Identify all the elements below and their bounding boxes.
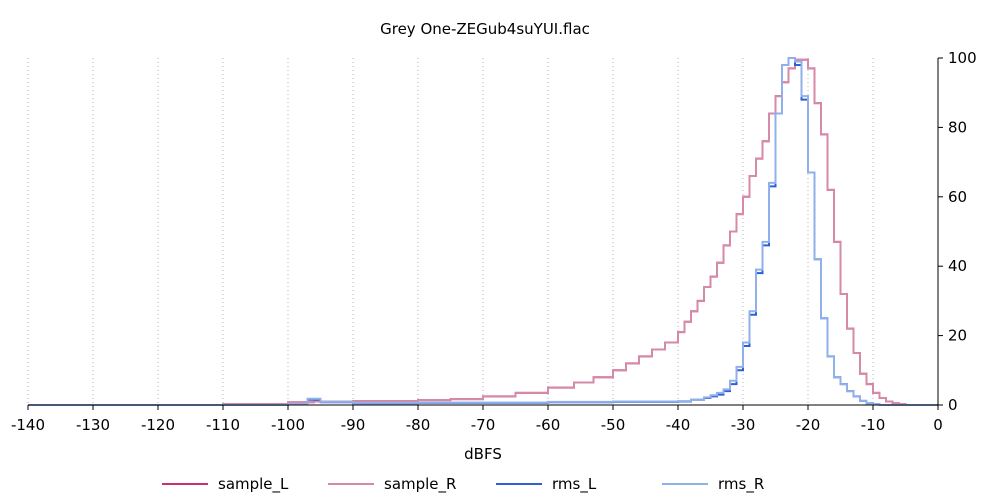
legend-swatch xyxy=(162,483,208,485)
grid-layer xyxy=(27,58,939,405)
y-tick-label: 80 xyxy=(948,118,967,136)
x-tick-label: 0 xyxy=(933,416,943,434)
x-tick-label: -70 xyxy=(471,416,496,434)
x-tick-label: -100 xyxy=(271,416,305,434)
y-tick-label: 100 xyxy=(948,49,977,67)
x-tick-label: -120 xyxy=(141,416,175,434)
legend-label: rms_L xyxy=(552,475,597,493)
x-tick-label: -90 xyxy=(341,416,366,434)
histogram-chart: Grey One-ZEGub4suYUI.flac -140 -130 -120 -1… xyxy=(11,20,977,463)
legend-swatch xyxy=(662,483,708,485)
series-layer xyxy=(28,57,938,406)
x-tick-label: -30 xyxy=(731,416,756,434)
axis-layer: -140 -130 -120 -110 -100 -90 -80 -70 -60 -50 -40 -3… xyxy=(11,49,977,434)
legend-swatch xyxy=(328,483,374,485)
x-tick-label: -40 xyxy=(666,416,691,434)
legend-item-sample-L: sample_L xyxy=(162,472,288,496)
legend-item-rms-L: rms_L xyxy=(496,472,596,496)
y-tick-label: 40 xyxy=(948,257,967,275)
x-axis-title: dBFS xyxy=(464,445,502,463)
series-line-sample-L xyxy=(28,58,938,406)
x-tick-label: -50 xyxy=(601,416,626,434)
y-tick-label: 60 xyxy=(948,188,967,206)
y-tick-label: 20 xyxy=(948,327,967,345)
legend-item-sample-R: sample_R xyxy=(328,472,456,496)
legend-swatch xyxy=(496,483,542,485)
x-tick-label: -130 xyxy=(76,416,110,434)
legend-item-rms-R: rms_R xyxy=(662,472,764,496)
x-tick-label: -20 xyxy=(796,416,821,434)
x-tick-label: -110 xyxy=(206,416,240,434)
x-tick-label: -10 xyxy=(861,416,886,434)
chart-title: Grey One-ZEGub4suYUI.flac xyxy=(380,20,590,38)
series-line-sample-R xyxy=(28,58,938,406)
series-line-rms-R xyxy=(28,57,938,406)
legend-label: sample_L xyxy=(218,475,289,493)
x-tick-label: -140 xyxy=(11,416,45,434)
legend: sample_L sample_R rms_L rms_R xyxy=(0,472,1000,496)
y-tick-label: 0 xyxy=(948,396,958,414)
x-tick-label: -80 xyxy=(406,416,431,434)
legend-label: sample_R xyxy=(384,475,457,493)
legend-label: rms_R xyxy=(718,475,765,493)
x-tick-label: -60 xyxy=(536,416,561,434)
